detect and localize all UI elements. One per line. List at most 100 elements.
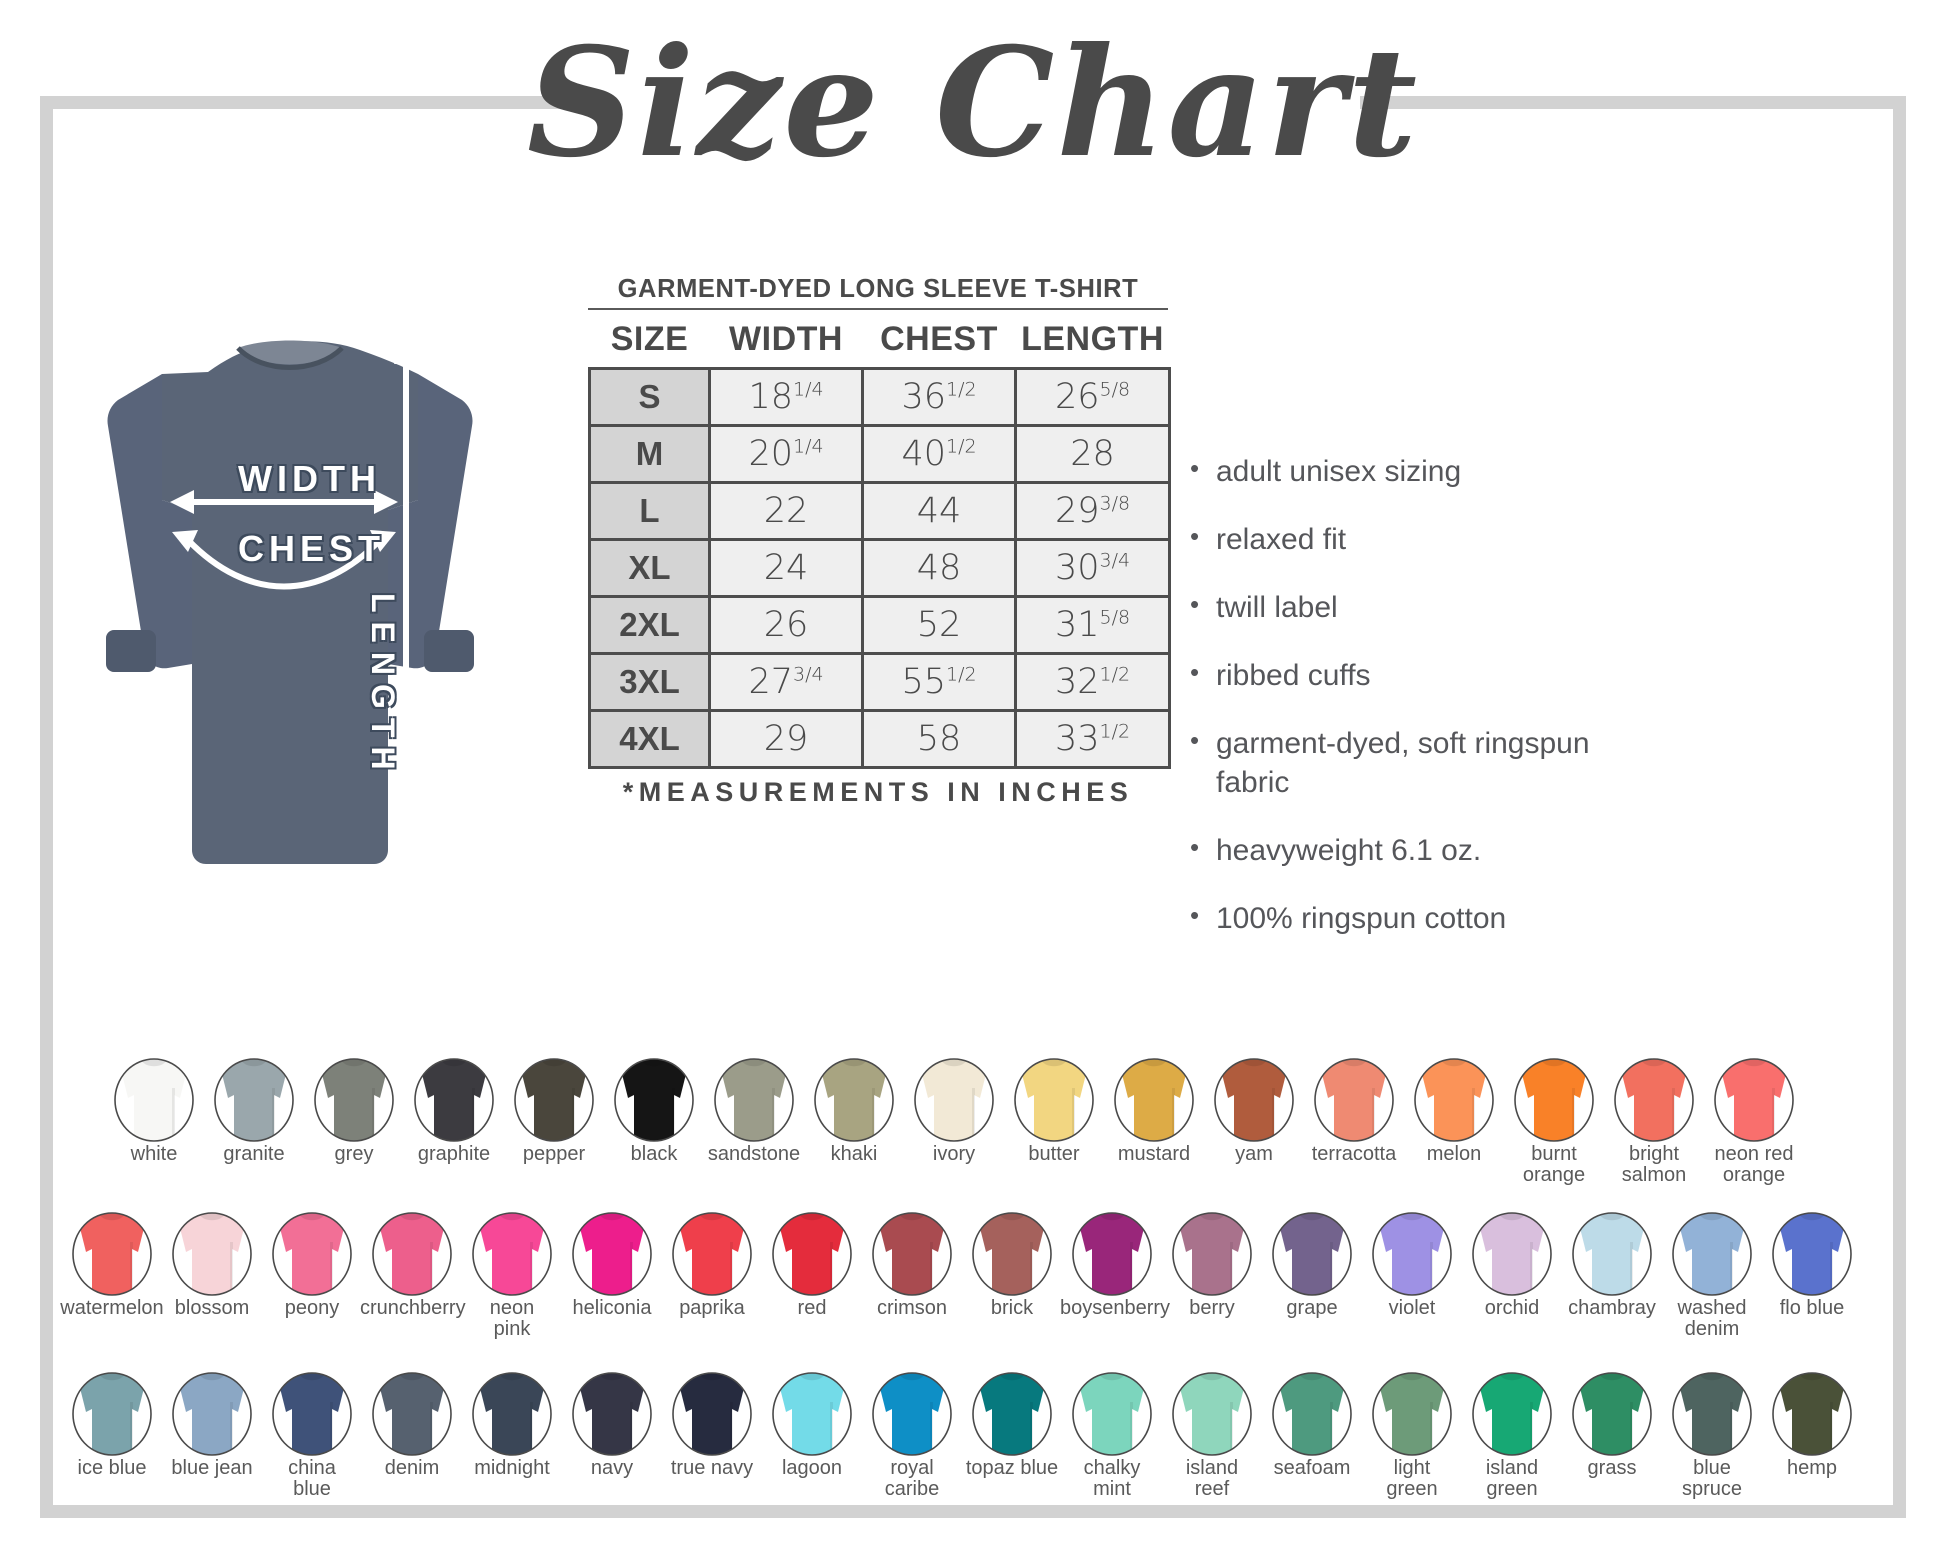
- cell-width-whole: 18: [748, 377, 793, 417]
- swatch-shirt-pepper: [512, 1058, 596, 1142]
- color-swatch[interactable]: boysenberry: [1060, 1212, 1170, 1319]
- swatch-shirt-icon: [1772, 1212, 1852, 1296]
- feature-item: garment-dyed, soft ringspun fabric: [1190, 723, 1610, 804]
- swatch-label: true navy: [670, 1457, 754, 1479]
- swatch-shirt-white: [112, 1058, 196, 1142]
- color-swatch[interactable]: lagoon: [762, 1372, 862, 1479]
- swatch-label: light green: [1386, 1457, 1438, 1500]
- features-list: adult unisex sizing relaxed fit twill labe…: [1190, 451, 1610, 967]
- color-swatch[interactable]: midnight: [462, 1372, 562, 1479]
- color-swatch[interactable]: bright salmon: [1604, 1058, 1704, 1186]
- color-swatch[interactable]: chalky mint: [1062, 1372, 1162, 1500]
- swatch-shirt-violet: [1370, 1212, 1454, 1296]
- swatch-label: melon: [1426, 1143, 1482, 1165]
- cell-length: 315/8: [1014, 595, 1171, 655]
- swatch-shirt-berry: [1170, 1212, 1254, 1296]
- swatch-shirt-icon: [572, 1372, 652, 1456]
- swatch-shirt-topaz-blue: [970, 1372, 1054, 1456]
- color-swatch[interactable]: flo blue: [1762, 1212, 1862, 1319]
- swatch-shirt-island-reef: [1170, 1372, 1254, 1456]
- swatch-shirt-icon: [472, 1372, 552, 1456]
- color-swatch[interactable]: island reef: [1162, 1372, 1262, 1500]
- color-swatch[interactable]: ice blue: [62, 1372, 162, 1479]
- color-swatch[interactable]: grey: [304, 1058, 404, 1165]
- color-swatch[interactable]: washed denim: [1662, 1212, 1762, 1340]
- color-swatch[interactable]: seafoam: [1262, 1372, 1362, 1479]
- swatch-shirt-ice-blue: [70, 1372, 154, 1456]
- swatch-shirt-icon: [872, 1372, 952, 1456]
- table-row: XL 24 48 303/4: [588, 538, 1171, 598]
- swatch-shirt-icon: [314, 1058, 394, 1142]
- color-swatch[interactable]: royal caribe: [862, 1372, 962, 1500]
- shirt-illustration-svg: [106, 338, 474, 864]
- swatch-shirt-icon: [214, 1058, 294, 1142]
- color-swatch[interactable]: grape: [1262, 1212, 1362, 1319]
- color-swatch[interactable]: blue jean: [162, 1372, 262, 1479]
- swatch-shirt-icon: [572, 1212, 652, 1296]
- cell-length-fraction: 1/2: [1099, 663, 1131, 686]
- color-swatch[interactable]: crimson: [862, 1212, 962, 1319]
- color-swatch[interactable]: heliconia: [562, 1212, 662, 1319]
- color-swatch[interactable]: brick: [962, 1212, 1062, 1319]
- color-swatch[interactable]: khaki: [804, 1058, 904, 1165]
- table-row: S 181/4 361/2 265/8: [588, 367, 1171, 427]
- width-arrow: [170, 490, 398, 514]
- color-swatch[interactable]: white: [104, 1058, 204, 1165]
- swatch-label: denim: [384, 1457, 440, 1479]
- color-swatch[interactable]: graphite: [404, 1058, 504, 1165]
- header-chest: CHEST: [880, 320, 998, 358]
- color-swatch[interactable]: peony: [262, 1212, 362, 1319]
- color-swatch[interactable]: blossom: [162, 1212, 262, 1319]
- color-swatch[interactable]: blue spruce: [1662, 1372, 1762, 1500]
- swatch-label: crimson: [876, 1297, 947, 1319]
- color-swatch[interactable]: grass: [1562, 1372, 1662, 1479]
- color-swatch[interactable]: true navy: [662, 1372, 762, 1479]
- swatch-shirt-neon-red-orange: [1712, 1058, 1796, 1142]
- color-swatch[interactable]: navy: [562, 1372, 662, 1479]
- color-swatch[interactable]: pepper: [504, 1058, 604, 1165]
- swatch-shirt-crimson: [870, 1212, 954, 1296]
- color-swatch[interactable]: orchid: [1462, 1212, 1562, 1319]
- color-swatch[interactable]: red: [762, 1212, 862, 1319]
- cell-chest-fraction: 1/2: [945, 435, 977, 458]
- swatch-label: burnt orange: [1522, 1143, 1586, 1186]
- page-title: Size Chart: [526, 15, 1420, 191]
- color-swatch[interactable]: mustard: [1104, 1058, 1204, 1165]
- color-swatch[interactable]: topaz blue: [962, 1372, 1062, 1479]
- swatch-label: seafoam: [1273, 1457, 1351, 1479]
- length-measure-label: LENGTH: [365, 593, 401, 779]
- color-swatch[interactable]: berry: [1162, 1212, 1262, 1319]
- swatch-shirt-icon: [1114, 1058, 1194, 1142]
- color-swatch[interactable]: melon: [1404, 1058, 1504, 1165]
- color-swatch[interactable]: ivory: [904, 1058, 1004, 1165]
- color-swatch[interactable]: light green: [1362, 1372, 1462, 1500]
- color-swatch[interactable]: paprika: [662, 1212, 762, 1319]
- swatch-shirt-burnt-orange: [1512, 1058, 1596, 1142]
- color-swatch[interactable]: violet: [1362, 1212, 1462, 1319]
- color-swatch[interactable]: denim: [362, 1372, 462, 1479]
- color-swatch[interactable]: terracotta: [1304, 1058, 1404, 1165]
- swatch-shirt-icon: [772, 1372, 852, 1456]
- swatch-label: sandstone: [707, 1143, 801, 1165]
- width-measure-label: WIDTH: [238, 458, 381, 499]
- swatch-shirt-paprika: [670, 1212, 754, 1296]
- color-swatch[interactable]: neon pink: [462, 1212, 562, 1340]
- size-table: SIZE WIDTH CHEST LENGTH S 181/4 361/2 265/8…: [588, 318, 1171, 769]
- color-swatch[interactable]: sandstone: [704, 1058, 804, 1165]
- color-swatch[interactable]: watermelon: [60, 1212, 164, 1319]
- color-swatch[interactable]: chambray: [1562, 1212, 1662, 1319]
- color-swatch[interactable]: china blue: [262, 1372, 362, 1500]
- color-swatch[interactable]: island green: [1462, 1372, 1562, 1500]
- collar-seam: [236, 346, 344, 370]
- swatch-shirt-denim: [370, 1372, 454, 1456]
- color-swatch[interactable]: neon red orange: [1704, 1058, 1804, 1186]
- color-swatch[interactable]: hemp: [1762, 1372, 1862, 1479]
- color-swatch[interactable]: burnt orange: [1504, 1058, 1604, 1186]
- color-swatch[interactable]: yam: [1204, 1058, 1304, 1165]
- color-swatch[interactable]: granite: [204, 1058, 304, 1165]
- measurements-footnote: *MEASUREMENTS IN INCHES: [622, 777, 1134, 807]
- swatch-shirt-icon: [172, 1372, 252, 1456]
- color-swatch[interactable]: butter: [1004, 1058, 1104, 1165]
- color-swatch[interactable]: crunchberry: [360, 1212, 466, 1319]
- color-swatch[interactable]: black: [604, 1058, 704, 1165]
